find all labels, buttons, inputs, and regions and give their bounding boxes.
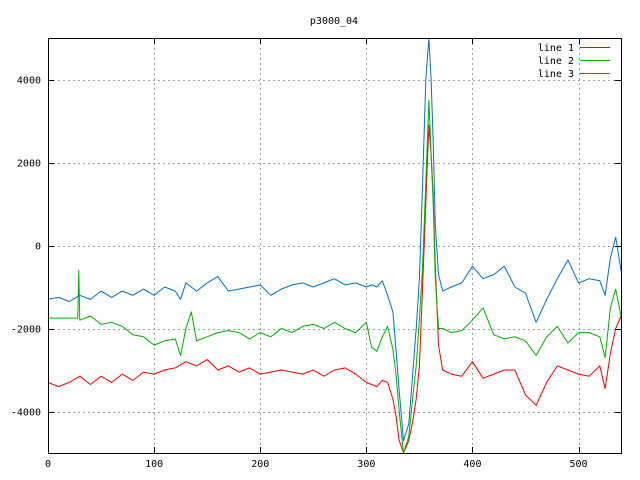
x-tick-label: 200	[251, 459, 269, 470]
axis-ticks	[48, 38, 621, 453]
legend-label: line 3	[538, 69, 574, 80]
series-lines	[48, 38, 621, 453]
x-tick-label: 0	[45, 459, 51, 470]
y-tick-label: 4000	[17, 76, 41, 87]
series-line-2	[48, 99, 621, 453]
chart-title: p3000_04	[310, 16, 358, 27]
tick-labels: 0 100 200 300 400 500 -4000 -2000 0 2000 4000	[11, 76, 588, 471]
y-tick-label: 0	[35, 242, 41, 253]
grid-lines	[48, 38, 621, 453]
legend-label: line 1	[538, 43, 574, 54]
legend-label: line 2	[538, 56, 574, 67]
y-tick-label: -4000	[11, 408, 41, 419]
x-tick-label: 500	[570, 459, 588, 470]
x-tick-label: 400	[463, 459, 481, 470]
series-line-3	[48, 38, 621, 442]
x-tick-label: 300	[357, 459, 375, 470]
series-line-1	[48, 124, 621, 453]
y-tick-label: -2000	[11, 325, 41, 336]
x-tick-label: 100	[145, 459, 163, 470]
y-tick-label: 2000	[17, 159, 41, 170]
legend: line 1 line 2 line 3	[538, 43, 610, 80]
